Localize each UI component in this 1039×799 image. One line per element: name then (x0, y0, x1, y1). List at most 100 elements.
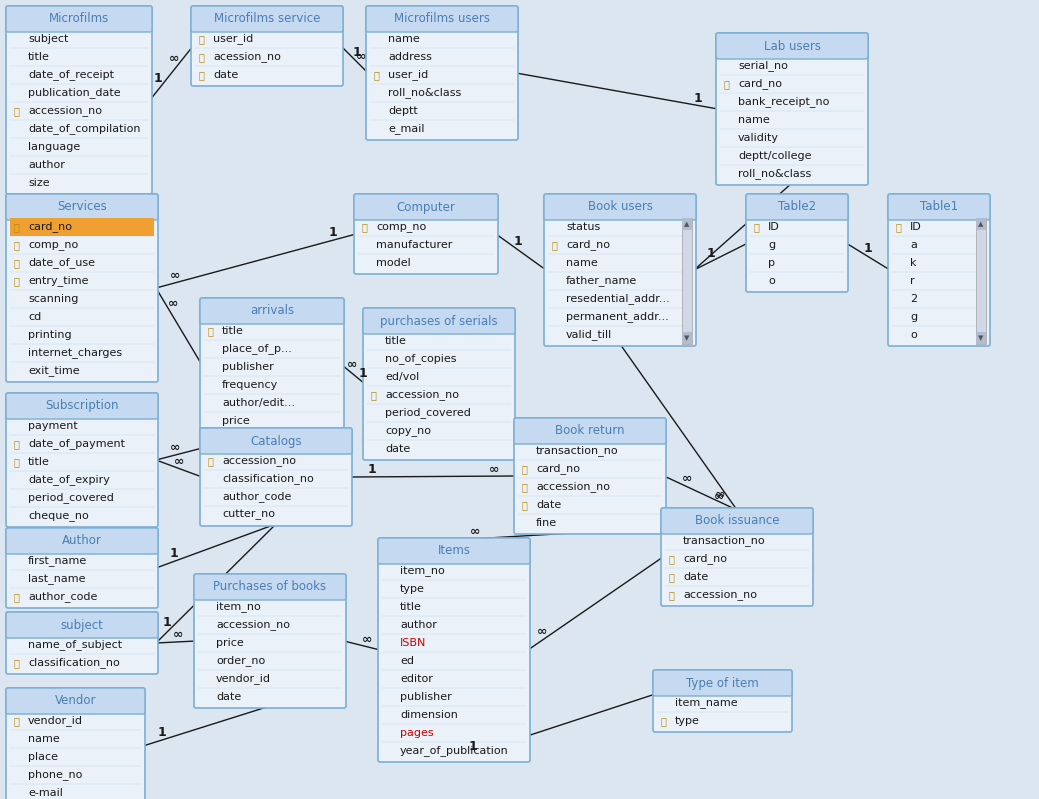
Text: subject: subject (60, 618, 104, 631)
Text: Computer: Computer (397, 201, 455, 213)
Text: Purchases of books: Purchases of books (213, 581, 326, 594)
FancyBboxPatch shape (6, 612, 158, 638)
Text: ⚿: ⚿ (895, 222, 901, 232)
FancyBboxPatch shape (6, 612, 158, 674)
Text: classification_no: classification_no (28, 658, 119, 669)
Text: place_of_p...: place_of_p... (222, 344, 292, 355)
Bar (682, 218, 692, 230)
Text: Type of item: Type of item (686, 677, 758, 690)
Bar (682, 218, 692, 344)
Text: deptt/college: deptt/college (738, 151, 811, 161)
Text: name: name (388, 34, 420, 44)
Text: validity: validity (738, 133, 779, 143)
Text: date_of_receipt: date_of_receipt (28, 70, 114, 81)
Text: 1: 1 (864, 242, 873, 255)
Text: exit_time: exit_time (28, 366, 80, 376)
Text: ∞: ∞ (537, 626, 548, 638)
Text: ⚿: ⚿ (522, 464, 527, 474)
Text: 1: 1 (162, 616, 171, 629)
FancyBboxPatch shape (6, 688, 145, 799)
FancyBboxPatch shape (746, 194, 848, 220)
Text: payment: payment (28, 421, 78, 431)
Text: cheque_no: cheque_no (28, 511, 88, 522)
FancyBboxPatch shape (652, 670, 792, 732)
Text: 1: 1 (353, 46, 362, 59)
Text: ⚿: ⚿ (668, 554, 674, 564)
Text: comp_no: comp_no (28, 240, 78, 250)
Text: vendor_id: vendor_id (216, 674, 271, 685)
Text: transaction_no: transaction_no (536, 446, 618, 456)
Text: g: g (768, 240, 775, 250)
Text: ∞: ∞ (174, 455, 184, 467)
Text: first_name: first_name (28, 555, 87, 566)
Text: title: title (385, 336, 407, 346)
Text: ∞: ∞ (172, 628, 183, 642)
FancyBboxPatch shape (6, 528, 158, 608)
Text: 1: 1 (154, 72, 162, 85)
Bar (976, 332, 986, 344)
Text: ⚿: ⚿ (14, 240, 19, 250)
Bar (682, 332, 692, 344)
Text: ▼: ▼ (685, 335, 690, 341)
Text: type: type (400, 584, 425, 594)
Text: date: date (683, 572, 709, 582)
FancyBboxPatch shape (544, 194, 696, 220)
Text: ⚿: ⚿ (198, 70, 204, 80)
Text: address: address (388, 52, 432, 62)
FancyBboxPatch shape (363, 308, 515, 460)
Text: cutter_no: cutter_no (222, 510, 275, 520)
FancyBboxPatch shape (199, 428, 352, 454)
Text: 2: 2 (910, 294, 917, 304)
FancyBboxPatch shape (199, 298, 344, 324)
Text: Author: Author (62, 535, 102, 547)
FancyBboxPatch shape (366, 6, 518, 32)
Text: ∞: ∞ (682, 472, 692, 486)
Text: ⚿: ⚿ (198, 34, 204, 44)
FancyBboxPatch shape (354, 194, 498, 220)
Text: order_no: order_no (216, 655, 265, 666)
FancyBboxPatch shape (652, 670, 792, 696)
Text: ⚿: ⚿ (14, 276, 19, 286)
Text: accession_no: accession_no (28, 105, 102, 117)
Text: ∞: ∞ (347, 358, 357, 371)
FancyBboxPatch shape (194, 574, 346, 600)
FancyBboxPatch shape (716, 33, 868, 59)
Text: ⚿: ⚿ (14, 658, 19, 668)
Text: ⚿: ⚿ (551, 240, 557, 250)
FancyBboxPatch shape (199, 298, 344, 432)
FancyBboxPatch shape (6, 393, 158, 419)
FancyBboxPatch shape (6, 194, 158, 382)
Text: Microfilms users: Microfilms users (394, 13, 490, 26)
Text: user_id: user_id (388, 70, 428, 81)
Text: cd: cd (28, 312, 42, 322)
Text: name_of_subject: name_of_subject (28, 639, 123, 650)
Text: ID: ID (768, 222, 779, 232)
FancyBboxPatch shape (6, 194, 158, 220)
FancyBboxPatch shape (746, 194, 848, 292)
Text: ⚿: ⚿ (370, 390, 376, 400)
Text: scanning: scanning (28, 294, 78, 304)
Text: price: price (222, 416, 249, 426)
Text: ⚿: ⚿ (14, 106, 19, 116)
Text: father_name: father_name (566, 276, 637, 287)
FancyBboxPatch shape (191, 6, 343, 32)
Text: vendor_id: vendor_id (28, 716, 83, 726)
Text: Table2: Table2 (778, 201, 816, 213)
Bar (10, 218, 154, 236)
Text: author_code: author_code (28, 591, 98, 602)
Text: ISBN: ISBN (400, 638, 426, 648)
Text: Book users: Book users (587, 201, 652, 213)
Text: 1: 1 (169, 547, 179, 560)
FancyBboxPatch shape (199, 428, 352, 526)
Text: printing: printing (28, 330, 72, 340)
Text: deptt: deptt (388, 106, 418, 116)
Text: accession_no: accession_no (222, 455, 296, 467)
Text: item_no: item_no (400, 566, 445, 576)
Text: accession_no: accession_no (536, 482, 610, 492)
Text: ▲: ▲ (979, 221, 984, 227)
Text: accession_no: accession_no (216, 619, 290, 630)
Text: ∞: ∞ (168, 53, 179, 66)
Text: subject: subject (28, 34, 69, 44)
Text: name: name (28, 734, 60, 744)
Text: ID: ID (910, 222, 922, 232)
